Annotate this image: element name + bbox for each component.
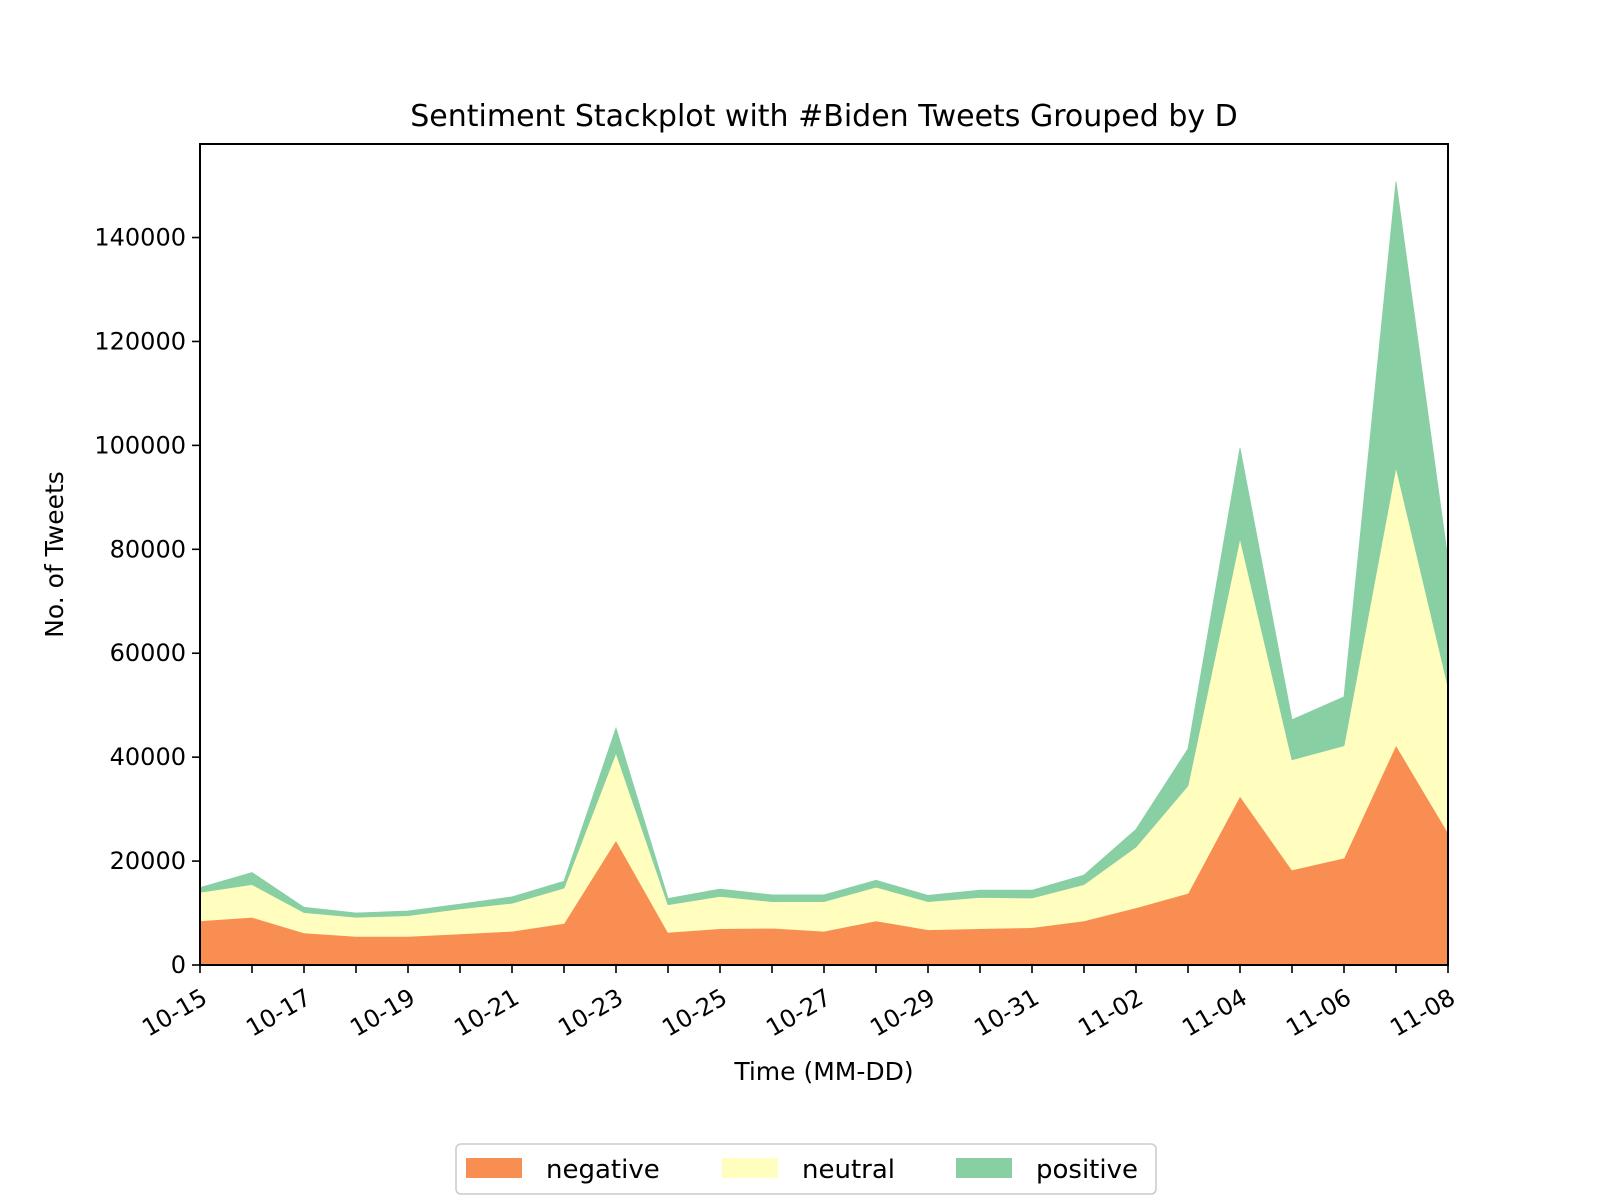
x-axis-label: Time (MM-DD) <box>733 1057 913 1086</box>
y-axis-label: No. of Tweets <box>40 471 69 638</box>
y-tick-label: 100000 <box>94 431 186 459</box>
legend-box <box>455 1143 1157 1195</box>
legend-label-neutral: neutral <box>802 1155 895 1185</box>
x-tick-label: 10-29 <box>865 983 939 1042</box>
y-tick-label: 40000 <box>110 743 186 771</box>
x-tick-label: 10-25 <box>657 983 731 1042</box>
chart-title: Sentiment Stackplot with #Biden Tweets G… <box>410 99 1238 134</box>
y-tick-label: 0 <box>171 951 186 979</box>
legend-swatch-positive <box>956 1158 1012 1178</box>
y-tick-label: 140000 <box>94 224 186 252</box>
x-tick-label: 10-23 <box>553 983 627 1042</box>
y-tick-label: 20000 <box>110 847 186 875</box>
x-tick-label: 10-21 <box>449 983 523 1042</box>
x-tick-label: 10-15 <box>137 983 211 1042</box>
legend-swatch-negative <box>466 1158 522 1178</box>
stacked-areas <box>199 181 1449 966</box>
legend-label-positive: positive <box>1036 1155 1138 1185</box>
x-axis: 10-15 10-17 10-19 10-21 10-23 10-25 10-27 10-29… <box>137 965 1460 1042</box>
legend-label-negative: negative <box>546 1155 660 1185</box>
x-tick-label: 11-02 <box>1073 983 1147 1042</box>
x-tick-label: 10-27 <box>761 983 835 1042</box>
legend: negative neutral positive <box>455 1143 1157 1195</box>
y-tick-label: 60000 <box>110 639 186 667</box>
x-tick-label: 10-19 <box>345 983 419 1042</box>
x-tick-label: 11-06 <box>1281 983 1355 1042</box>
legend-swatch-neutral <box>722 1158 778 1178</box>
x-tick-label: 10-31 <box>969 983 1043 1042</box>
x-tick-label: 11-08 <box>1385 983 1459 1042</box>
y-axis: 0 20000 40000 60000 80000 100000 120000 140000 <box>94 224 200 979</box>
y-tick-label: 120000 <box>94 327 186 355</box>
y-tick-label: 80000 <box>110 535 186 563</box>
x-tick-label: 11-04 <box>1177 983 1251 1042</box>
x-tick-label: 10-17 <box>241 983 315 1042</box>
